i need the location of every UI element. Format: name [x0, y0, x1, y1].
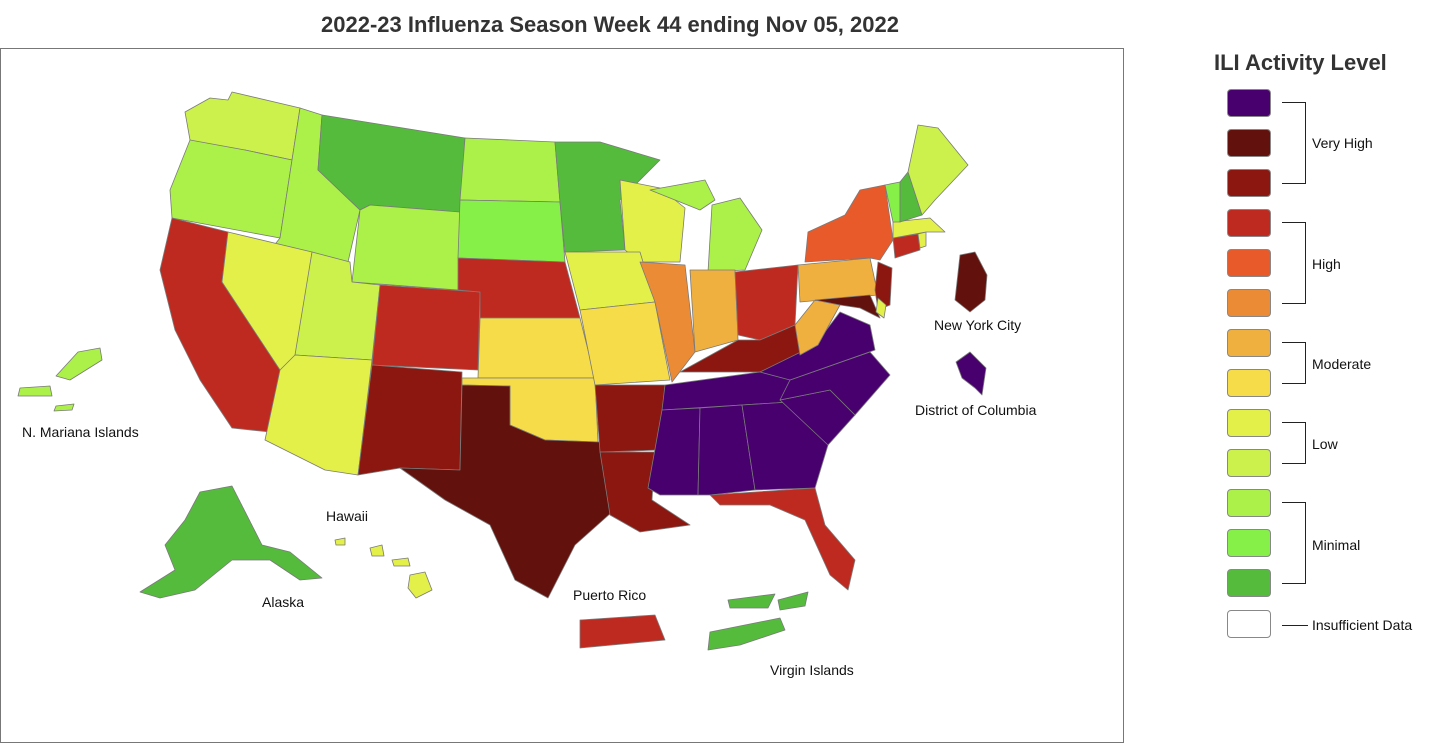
legend-swatch-1	[1227, 89, 1271, 117]
legend-swatch-6	[1227, 289, 1271, 317]
state-arkansas[interactable]	[594, 384, 666, 453]
map-title: 2022-23 Influenza Season Week 44 ending …	[321, 12, 899, 37]
legend-swatch-14	[1227, 610, 1271, 638]
legend-swatch-10	[1227, 449, 1271, 477]
state-kansas[interactable]	[477, 317, 596, 379]
state-new-mexico[interactable]	[357, 364, 463, 476]
territory-virgin-islands[interactable]	[707, 591, 809, 651]
state-indiana[interactable]	[689, 269, 739, 353]
state-iowa[interactable]	[564, 251, 656, 311]
legend-brace-minimal	[1282, 502, 1306, 584]
label-alaska: Alaska	[262, 594, 304, 610]
legend-label-insufficient: Insufficient Data	[1312, 617, 1413, 633]
state-delaware[interactable]	[875, 297, 887, 319]
legend-swatch-8	[1227, 369, 1271, 397]
legend-line-insufficient	[1282, 625, 1308, 626]
state-arizona[interactable]	[264, 354, 373, 476]
state-north-dakota[interactable]	[459, 137, 561, 203]
state-massachusetts[interactable]	[892, 217, 946, 239]
label-nmi: N. Mariana Islands	[22, 424, 139, 440]
legend-brace-very-high	[1282, 102, 1306, 184]
legend-swatch-11	[1227, 489, 1271, 517]
legend-swatch-4	[1227, 209, 1271, 237]
label-dc: District of Columbia	[915, 402, 1037, 418]
state-florida[interactable]	[709, 487, 856, 591]
legend-swatch-3	[1227, 169, 1271, 197]
legend-title: ILI Activity Level	[1214, 50, 1387, 75]
state-maryland[interactable]	[814, 294, 881, 319]
legend-label-high: High	[1312, 256, 1341, 272]
legend-swatch-12	[1227, 529, 1271, 557]
label-nyc: New York City	[934, 317, 1021, 333]
state-texas[interactable]	[399, 384, 613, 599]
state-wyoming[interactable]	[351, 204, 461, 291]
state-illinois[interactable]	[639, 261, 696, 383]
state-michigan[interactable]	[649, 179, 763, 273]
legend-label-low: Low	[1312, 436, 1338, 452]
state-west-virginia[interactable]	[794, 299, 841, 356]
legend-brace-moderate	[1282, 342, 1306, 384]
territory-puerto-rico[interactable]	[579, 614, 666, 649]
state-new-york[interactable]	[804, 184, 894, 263]
state-alabama[interactable]	[697, 404, 756, 496]
legend-swatch-7	[1227, 329, 1271, 357]
legend-label-very-high: Very High	[1312, 135, 1373, 151]
territory-new-york-city[interactable]	[954, 251, 988, 313]
legend-brace-high	[1282, 222, 1306, 304]
state-minnesota[interactable]	[554, 141, 661, 253]
legend-swatch-5	[1227, 249, 1271, 277]
state-maine[interactable]	[907, 124, 969, 216]
territory-n-mariana-islands[interactable]	[17, 347, 103, 412]
label-hawaii: Hawaii	[326, 508, 368, 524]
label-virgin-islands: Virgin Islands	[770, 662, 854, 678]
legend-label-minimal: Minimal	[1312, 537, 1361, 553]
legend-swatch-2	[1227, 129, 1271, 157]
state-mississippi[interactable]	[647, 407, 701, 496]
legend-swatch-13	[1227, 569, 1271, 597]
legend-label-moderate: Moderate	[1312, 356, 1372, 372]
territory-hawaii[interactable]	[334, 537, 433, 599]
state-missouri[interactable]	[579, 301, 671, 386]
territory-district-of-columbia[interactable]	[955, 351, 987, 396]
state-south-dakota[interactable]	[457, 199, 566, 263]
legend-swatch-9	[1227, 409, 1271, 437]
legend-brace-low	[1282, 422, 1306, 464]
state-colorado[interactable]	[371, 284, 481, 371]
territory-alaska[interactable]	[139, 485, 323, 599]
label-puerto-rico: Puerto Rico	[573, 587, 646, 603]
